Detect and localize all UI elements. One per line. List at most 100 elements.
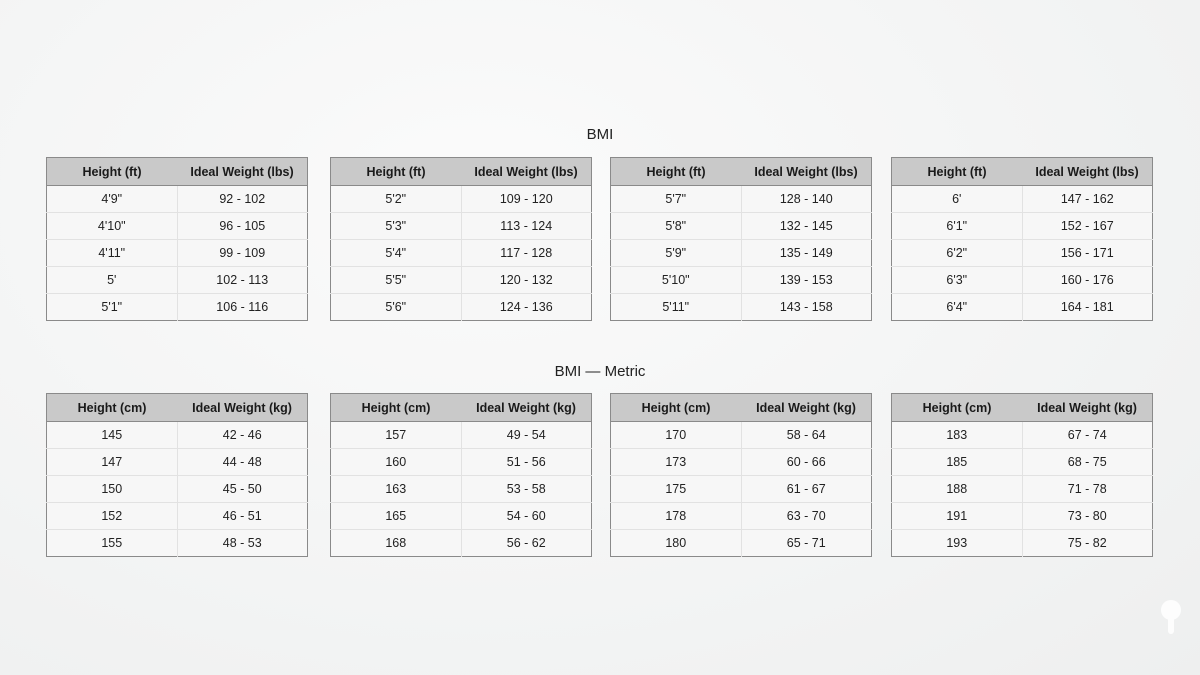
table-row: 5'3" 113 - 124 xyxy=(330,212,592,240)
column-header: Ideal Weight (kg) xyxy=(1022,393,1153,422)
header-row: Height (ft) Ideal Weight (lbs) xyxy=(610,157,872,186)
height-cell: 193 xyxy=(891,529,1023,557)
weight-table: Height (ft) Ideal Weight (lbs) 6' 147 - 162… xyxy=(891,157,1153,321)
weight-cell: 160 - 176 xyxy=(1022,266,1153,294)
weight-cell: 106 - 116 xyxy=(177,293,308,321)
weight-cell: 75 - 82 xyxy=(1022,529,1153,557)
table-row: 155 48 - 53 xyxy=(46,529,308,557)
table-row: 4'11" 99 - 109 xyxy=(46,239,308,267)
weight-table: Height (ft) Ideal Weight (lbs) 5'2" 109 - 1… xyxy=(330,157,592,321)
column-header: Ideal Weight (kg) xyxy=(741,393,872,422)
table-row: 5'8" 132 - 145 xyxy=(610,212,872,240)
height-cell: 4'10" xyxy=(46,212,178,240)
height-cell: 163 xyxy=(330,475,462,503)
height-cell: 5' xyxy=(46,266,178,294)
weight-table: Height (cm) Ideal Weight (kg) 170 58 - 64 17… xyxy=(610,393,872,557)
column-header: Ideal Weight (lbs) xyxy=(1022,157,1153,186)
weight-cell: 152 - 167 xyxy=(1022,212,1153,240)
weight-cell: 48 - 53 xyxy=(177,529,308,557)
table-row: 145 42 - 46 xyxy=(46,421,308,449)
height-cell: 6'2" xyxy=(891,239,1023,267)
weight-cell: 128 - 140 xyxy=(741,185,872,213)
weight-cell: 54 - 60 xyxy=(461,502,592,530)
column-header: Ideal Weight (kg) xyxy=(461,393,592,422)
weight-cell: 65 - 71 xyxy=(741,529,872,557)
header-row: Height (cm) Ideal Weight (kg) xyxy=(610,393,872,422)
weight-cell: 96 - 105 xyxy=(177,212,308,240)
table-row: 178 63 - 70 xyxy=(610,502,872,530)
column-header: Height (ft) xyxy=(46,157,177,186)
column-header: Height (ft) xyxy=(330,157,461,186)
weight-cell: 117 - 128 xyxy=(461,239,592,267)
weight-cell: 46 - 51 xyxy=(177,502,308,530)
table-row: 168 56 - 62 xyxy=(330,529,592,557)
header-row: Height (cm) Ideal Weight (kg) xyxy=(330,393,592,422)
table-row: 191 73 - 80 xyxy=(891,502,1153,530)
table-row: 5'7" 128 - 140 xyxy=(610,185,872,213)
weight-cell: 68 - 75 xyxy=(1022,448,1153,476)
weight-cell: 102 - 113 xyxy=(177,266,308,294)
table-row: 5'4" 117 - 128 xyxy=(330,239,592,267)
weight-cell: 60 - 66 xyxy=(741,448,872,476)
column-header: Ideal Weight (lbs) xyxy=(461,157,592,186)
weight-cell: 132 - 145 xyxy=(741,212,872,240)
header-row: Height (ft) Ideal Weight (lbs) xyxy=(891,157,1153,186)
table-row: 150 45 - 50 xyxy=(46,475,308,503)
weight-cell: 109 - 120 xyxy=(461,185,592,213)
height-cell: 6' xyxy=(891,185,1023,213)
table-row: 157 49 - 54 xyxy=(330,421,592,449)
table-row: 183 67 - 74 xyxy=(891,421,1153,449)
table-row: 4'9" 92 - 102 xyxy=(46,185,308,213)
weight-cell: 124 - 136 xyxy=(461,293,592,321)
height-cell: 5'8" xyxy=(610,212,742,240)
height-cell: 160 xyxy=(330,448,462,476)
weight-cell: 156 - 171 xyxy=(1022,239,1153,267)
weight-cell: 143 - 158 xyxy=(741,293,872,321)
height-cell: 173 xyxy=(610,448,742,476)
height-cell: 191 xyxy=(891,502,1023,530)
weight-cell: 67 - 74 xyxy=(1022,421,1153,449)
header-row: Height (cm) Ideal Weight (kg) xyxy=(46,393,308,422)
weight-cell: 164 - 181 xyxy=(1022,293,1153,321)
table-row: 165 54 - 60 xyxy=(330,502,592,530)
table-row: 6'3" 160 - 176 xyxy=(891,266,1153,294)
weight-cell: 99 - 109 xyxy=(177,239,308,267)
height-cell: 147 xyxy=(46,448,178,476)
table-row: 5'2" 109 - 120 xyxy=(330,185,592,213)
table-row: 6' 147 - 162 xyxy=(891,185,1153,213)
table-row: 152 46 - 51 xyxy=(46,502,308,530)
column-header: Ideal Weight (lbs) xyxy=(741,157,872,186)
table-row: 180 65 - 71 xyxy=(610,529,872,557)
height-cell: 157 xyxy=(330,421,462,449)
weight-cell: 44 - 48 xyxy=(177,448,308,476)
height-cell: 5'9" xyxy=(610,239,742,267)
column-header: Height (cm) xyxy=(891,393,1022,422)
section-title: BMI xyxy=(586,126,614,143)
height-cell: 188 xyxy=(891,475,1023,503)
weight-cell: 45 - 50 xyxy=(177,475,308,503)
table-row: 5'9" 135 - 149 xyxy=(610,239,872,267)
height-cell: 4'9" xyxy=(46,185,178,213)
height-cell: 5'7" xyxy=(610,185,742,213)
column-header: Ideal Weight (kg) xyxy=(177,393,308,422)
weight-table: Height (ft) Ideal Weight (lbs) 4'9" 92 - 10… xyxy=(46,157,308,321)
weight-cell: 63 - 70 xyxy=(741,502,872,530)
weight-table: Height (cm) Ideal Weight (kg) 183 67 - 74 18… xyxy=(891,393,1153,557)
table-row: 163 53 - 58 xyxy=(330,475,592,503)
column-header: Height (ft) xyxy=(610,157,741,186)
header-row: Height (ft) Ideal Weight (lbs) xyxy=(330,157,592,186)
table-row: 147 44 - 48 xyxy=(46,448,308,476)
height-cell: 6'1" xyxy=(891,212,1023,240)
height-cell: 150 xyxy=(46,475,178,503)
table-row: 173 60 - 66 xyxy=(610,448,872,476)
column-header: Height (cm) xyxy=(610,393,741,422)
height-cell: 170 xyxy=(610,421,742,449)
height-cell: 5'10" xyxy=(610,266,742,294)
weight-cell: 53 - 58 xyxy=(461,475,592,503)
column-header: Height (cm) xyxy=(330,393,461,422)
height-cell: 4'11" xyxy=(46,239,178,267)
height-cell: 152 xyxy=(46,502,178,530)
table-row: 5' 102 - 113 xyxy=(46,266,308,294)
height-cell: 5'3" xyxy=(330,212,462,240)
weight-cell: 42 - 46 xyxy=(177,421,308,449)
